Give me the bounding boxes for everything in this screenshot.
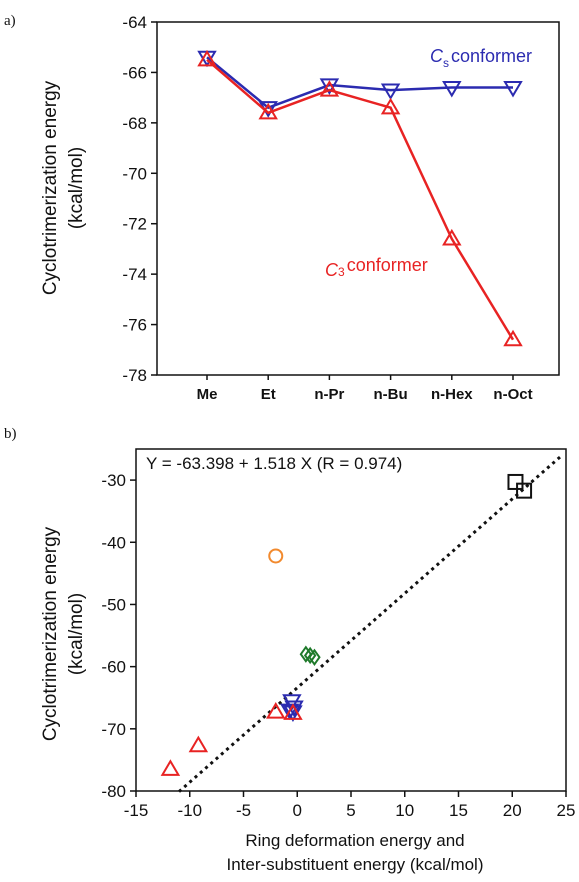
panel-b-data-point [516,482,533,499]
panel-a-category-label: n-Hex [431,386,473,403]
cs-conformer-label: Cs conformer [430,46,532,70]
panel-a-ylabel-line2: (kcal/mol) [66,147,87,229]
panel-a-data-point [380,97,401,115]
panel-b-xtick-label: 5 [346,801,355,820]
c3-conformer-label: C3 conformer [325,255,428,280]
panel-b-xtick-label: 15 [449,801,468,820]
fit-line [178,455,562,793]
panel-b-ylabel-line1: Cyclotrimerization energy [40,526,61,741]
panel-a-label: a) [4,13,16,29]
panel-b-xtick-label: 25 [557,801,576,820]
panel-b-data-point [283,703,303,720]
panel-b-data-point [266,702,286,719]
panel-b-data-point [299,645,313,663]
panel-a-ytick-label: -64 [122,13,147,32]
panel-b-data-point [188,735,209,753]
panel-a-data-point [258,102,278,120]
panel-a-data-point [442,80,462,98]
panel-a-ytick-label: -70 [122,164,147,183]
panel-a-data-point [319,78,340,96]
panel-a-ytick-label: -72 [122,215,147,234]
panel-b-xtick-label: 0 [293,801,302,820]
panel-a-data-point [197,49,217,67]
panel-b-label: b) [4,426,17,442]
panel-a-category-label: Et [261,386,276,403]
panel-b-data-point [284,700,304,718]
panel-a-ytick-label: -78 [122,366,147,385]
panel-b-data-point [279,703,300,721]
panel-b-data-point [308,648,321,667]
panel-a-data-point [503,329,523,347]
panel-a-data-point [442,228,462,246]
panel-b-xlabel-line2: Inter-substituent energy (kcal/mol) [227,855,484,874]
panel-b-ytick-label: -80 [101,782,126,801]
panel-b-xlabel-line1: Ring deformation energy and [245,831,464,850]
panel-a-category-label: n-Oct [493,386,532,403]
panel-a-ytick-label: -74 [122,265,147,284]
panel-b-data-point [268,548,284,564]
panel-a-ytick-label: -66 [122,63,147,82]
panel-a-category-label: Me [197,386,218,403]
panel-a-ytick-label: -68 [122,114,147,133]
panel-b-data-point [507,473,524,490]
panel-b-ytick-label: -60 [101,658,126,677]
panel-b-xtick-label: 10 [395,801,414,820]
panel-a-ylabel-line1: Cyclotrimerization energy [40,80,61,295]
panel-a-ytick-label: -76 [122,316,147,335]
panel-b-xtick-label: -15 [124,801,149,820]
panel-a-data-point [503,80,523,98]
panel-b-ytick-label: -70 [101,720,126,739]
panel-a-data-point [319,80,340,97]
panel-a-series-line [206,56,513,110]
panel-b-xtick-label: -5 [236,801,251,820]
panel-a-plot-frame [156,21,560,376]
panel-b-ytick-label: -30 [101,471,126,490]
panel-b-ytick-label: -50 [101,595,126,614]
panel-b-ylabel-line2: (kcal/mol) [66,593,87,675]
panel-a-data-point [380,83,401,101]
panel-b-xtick-label: 20 [503,801,522,820]
panel-b-xtick-label: -10 [177,801,202,820]
panel-a-category-label: n-Pr [314,386,344,403]
panel-b-ytick-label: -40 [101,533,126,552]
panel-a-series-line [206,58,515,341]
fit-equation: Y = -63.398 + 1.518 X (R = 0.974) [146,454,402,473]
panel-a-category-label: n-Bu [374,386,408,403]
panel-b-data-point [160,759,181,776]
